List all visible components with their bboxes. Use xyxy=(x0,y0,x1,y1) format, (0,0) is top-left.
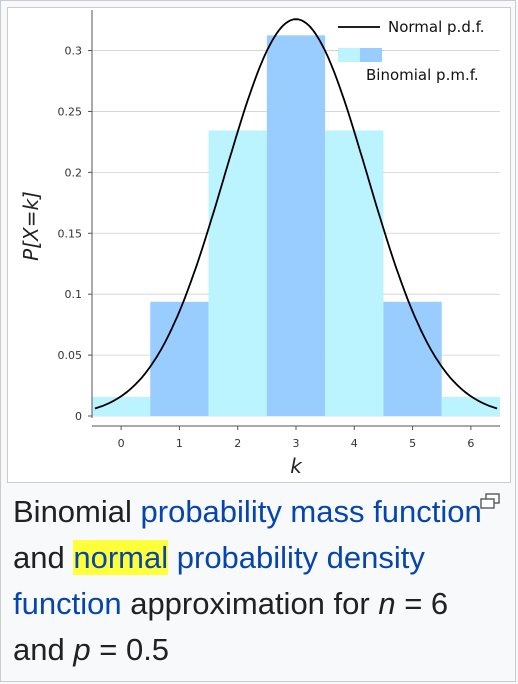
magnify-clip-icon[interactable] xyxy=(479,493,501,509)
x-tick-label: 2 xyxy=(234,437,241,450)
y-tick-label: 0.15 xyxy=(58,227,83,240)
legend-swatch-dark xyxy=(360,48,382,62)
normal-pdf-curve xyxy=(94,18,498,410)
y-tick-label: 0.05 xyxy=(58,349,83,362)
x-tick-label: 0 xyxy=(118,437,125,450)
x-tick-label: 6 xyxy=(467,437,474,450)
pmf-bar xyxy=(208,130,267,416)
x-tick-label: 4 xyxy=(351,437,358,450)
caption-text: approximation for xyxy=(130,586,370,621)
normal-link[interactable]: normal xyxy=(73,540,169,575)
legend-label-normal: Normal p.d.f. xyxy=(388,18,485,36)
caption-text: Binomial xyxy=(13,494,132,529)
pdf-link[interactable]: probability density function xyxy=(13,540,425,621)
x-tick-label: 3 xyxy=(293,437,300,450)
y-tick-label: 0 xyxy=(75,410,82,423)
caption-text: = 6 and xyxy=(13,586,449,667)
figure-caption: Binomial probability mass function and n… xyxy=(13,489,483,673)
pmf-bar xyxy=(441,396,500,416)
y-tick-label: 0.25 xyxy=(58,105,83,118)
pmf-bar xyxy=(383,301,442,416)
y-tick-label: 0.1 xyxy=(65,288,83,301)
chart-frame[interactable]: 0 0.05 0.1 0.15 0.2 0.25 0.3 0 1 2 3 4 5 6 Normal p.d… xyxy=(7,7,511,483)
legend-label-binomial: Binomial p.m.f. xyxy=(366,66,479,84)
x-tick-label: 5 xyxy=(409,437,416,450)
caption-text: and xyxy=(13,540,65,575)
pmf-bar xyxy=(92,396,151,416)
pmf-bar xyxy=(150,301,209,416)
x-tick-label: 1 xyxy=(176,437,183,450)
pmf-link[interactable]: probability mass function xyxy=(140,494,482,529)
caption-text: = 0.5 xyxy=(99,632,170,667)
variable-p: p xyxy=(73,632,91,667)
binomial-normal-chart: 0 0.05 0.1 0.15 0.2 0.25 0.3 0 1 2 3 4 5 6 Normal p.d… xyxy=(19,10,500,478)
y-axis-label: P[X=k] xyxy=(19,191,43,261)
y-tick-label: 0.2 xyxy=(65,166,83,179)
x-axis-label: k xyxy=(290,454,303,478)
legend-swatch-light xyxy=(338,48,360,62)
y-tick-label: 0.3 xyxy=(65,45,83,58)
variable-n: n xyxy=(378,586,396,621)
pmf-bar xyxy=(325,130,384,416)
pmf-bar xyxy=(266,35,326,417)
